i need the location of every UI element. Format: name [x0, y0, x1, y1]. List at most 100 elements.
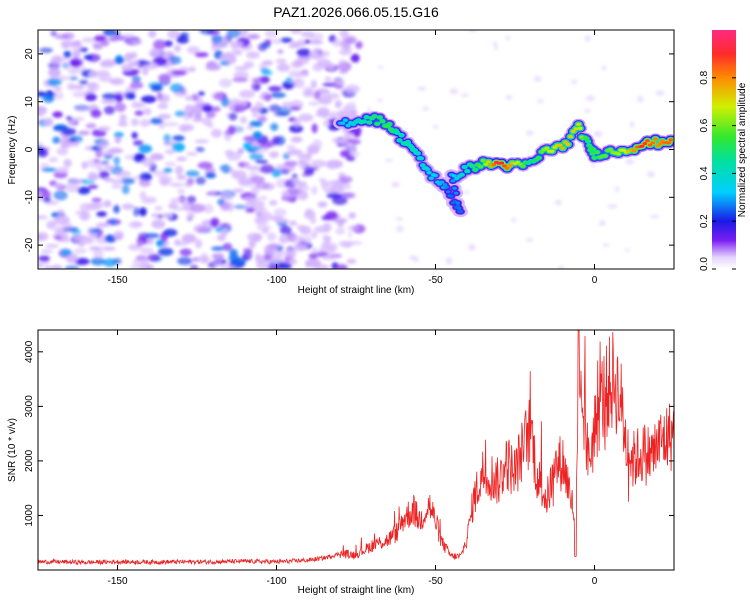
- noise-blob: [585, 95, 595, 102]
- noise-blob: [257, 115, 267, 123]
- signal-blob: [458, 210, 464, 214]
- signal-blob: [563, 140, 568, 144]
- spectrogram-x-label: Height of straight line (km): [298, 285, 415, 296]
- noise-blob: [95, 222, 110, 228]
- noise-blob: [100, 160, 110, 166]
- noise-blob: [200, 252, 209, 261]
- noise-blob: [63, 50, 72, 58]
- noise-blob: [170, 83, 184, 93]
- noise-blob: [89, 246, 101, 251]
- noise-blob: [280, 168, 290, 175]
- x-tick-label: -100: [266, 576, 286, 587]
- noise-blob: [97, 202, 104, 208]
- noise-blob: [203, 203, 214, 214]
- noise-blob: [73, 84, 85, 90]
- noise-blob: [350, 53, 360, 63]
- noise-blob: [468, 30, 477, 33]
- noise-blob: [251, 82, 261, 92]
- noise-blob: [296, 185, 310, 192]
- noise-blob: [97, 144, 107, 151]
- signal-blob: [480, 158, 486, 163]
- noise-blob: [252, 112, 259, 119]
- signal-blob: [478, 165, 483, 169]
- noise-blob: [245, 207, 255, 213]
- noise-blob: [216, 234, 226, 242]
- noise-blob: [332, 218, 348, 223]
- noise-blob: [320, 50, 330, 57]
- noise-blob: [275, 58, 287, 64]
- noise-blob: [63, 158, 72, 168]
- noise-blob: [264, 249, 274, 259]
- noise-blob: [113, 132, 124, 138]
- noise-blob: [308, 101, 320, 106]
- noise-blob: [150, 153, 164, 161]
- signal-blob: [380, 119, 385, 123]
- noise-blob: [154, 205, 163, 211]
- noise-blob: [104, 105, 115, 115]
- noise-blob: [72, 91, 88, 98]
- noise-blob: [104, 150, 115, 156]
- signal-blob: [426, 171, 432, 175]
- signal-blob: [520, 164, 526, 168]
- noise-blob: [98, 126, 111, 132]
- noise-blob: [226, 30, 241, 38]
- noise-blob: [249, 120, 263, 127]
- noise-blob: [153, 39, 167, 50]
- noise-blob: [348, 212, 357, 219]
- noise-blob: [176, 36, 189, 44]
- noise-blob: [54, 235, 63, 240]
- noise-blob: [186, 177, 195, 185]
- noise-blob: [163, 228, 178, 237]
- noise-blob: [268, 85, 282, 92]
- noise-blob: [92, 42, 104, 50]
- noise-blob: [213, 257, 223, 267]
- noise-blob: [211, 44, 220, 52]
- noise-blob: [264, 39, 272, 45]
- signal-blob: [568, 135, 573, 139]
- noise-blob: [326, 92, 340, 100]
- noise-blob: [266, 232, 277, 242]
- noise-blob: [65, 182, 80, 193]
- noise-blob: [624, 248, 630, 252]
- signal-blob: [387, 122, 392, 126]
- noise-blob: [297, 190, 309, 201]
- noise-blob: [263, 93, 272, 102]
- noise-blob: [104, 234, 117, 243]
- noise-blob: [271, 38, 283, 45]
- noise-blob: [38, 106, 48, 116]
- noise-blob: [248, 239, 256, 249]
- signal-blob: [428, 176, 434, 180]
- noise-blob: [280, 37, 293, 43]
- noise-blob: [269, 200, 278, 206]
- noise-blob: [53, 92, 64, 100]
- noise-blob: [291, 136, 303, 143]
- noise-blob: [250, 176, 265, 184]
- noise-blob: [113, 156, 120, 166]
- noise-blob: [505, 36, 511, 41]
- noise-blob: [133, 206, 140, 217]
- noise-blob: [50, 30, 57, 37]
- noise-blob: [57, 209, 65, 216]
- noise-blob: [338, 240, 354, 247]
- noise-blob: [468, 243, 476, 251]
- noise-blob: [255, 253, 262, 261]
- noise-blob: [646, 171, 655, 178]
- noise-blob: [176, 175, 187, 180]
- noise-blob: [53, 86, 62, 92]
- snr-y-ticks: 1000 2000 3000 4000: [24, 340, 674, 527]
- noise-blob: [211, 35, 223, 43]
- noise-blob: [96, 165, 104, 172]
- snr-x-ticks: -150 -100 -50 0: [107, 330, 598, 587]
- signal-blob: [602, 154, 608, 158]
- snr-x-label: Height of straight line (km): [298, 585, 415, 596]
- noise-blob: [250, 185, 260, 196]
- signal-blob: [415, 151, 421, 155]
- noise-blob: [584, 35, 591, 42]
- signal-blob: [456, 206, 462, 210]
- noise-blob: [170, 197, 185, 203]
- noise-blob: [236, 104, 246, 110]
- x-tick-label: -150: [107, 576, 127, 587]
- noise-blob: [53, 182, 64, 188]
- noise-blob: [305, 258, 322, 268]
- noise-blob: [163, 167, 173, 173]
